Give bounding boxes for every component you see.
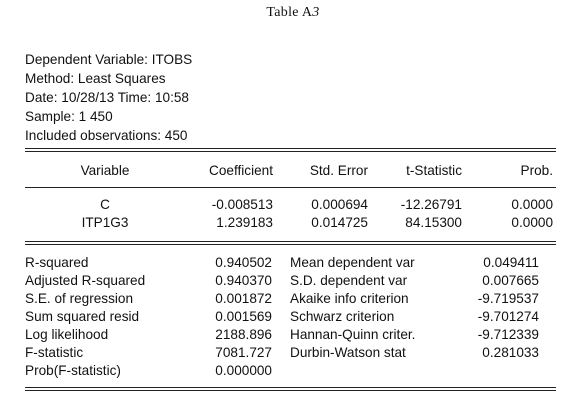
date-time: Date: 10/28/13 Time: 10:58 <box>25 90 189 105</box>
cell-t-statistic: -12.26791 <box>400 197 462 212</box>
stat-value: 2188.896 <box>215 327 272 342</box>
cell-coefficient: -0.008513 <box>211 197 273 212</box>
caption-prefix: Table A <box>266 5 313 20</box>
header-rule <box>25 187 556 188</box>
cell-prob: 0.0000 <box>511 215 553 230</box>
stat-value: 0.001569 <box>215 309 272 324</box>
stat-label: Durbin-Watson stat <box>290 345 406 360</box>
stat-label: Sum squared resid <box>25 309 140 324</box>
column-header-t-statistic: t-Statistic <box>406 163 462 178</box>
bottom-rule-1 <box>25 387 556 388</box>
stat-value: 0.281033 <box>482 345 539 360</box>
stat-label: Akaike info criterion <box>290 291 409 306</box>
stat-label: Hannan-Quinn criter. <box>290 327 416 342</box>
stat-label: S.D. dependent var <box>290 273 408 288</box>
stat-value: 0.007665 <box>482 273 539 288</box>
bottom-rule-2 <box>25 390 556 391</box>
stat-label: Mean dependent var <box>290 255 415 270</box>
stat-label: R-squared <box>25 255 89 270</box>
cell-std-error: 0.014725 <box>311 215 368 230</box>
stat-label: Schwarz criterion <box>290 309 395 324</box>
cell-variable: ITP1G3 <box>81 215 129 230</box>
included-observations: Included observations: 450 <box>25 128 188 143</box>
stat-value: -9.719537 <box>477 291 539 306</box>
mid-rule-2 <box>25 244 556 245</box>
stat-label: Adjusted R-squared <box>25 273 146 288</box>
mid-rule-1 <box>25 241 556 242</box>
cell-t-statistic: 84.15300 <box>405 215 462 230</box>
stat-value: 7081.727 <box>215 345 272 360</box>
top-rule-1 <box>25 148 556 149</box>
cell-variable: C <box>100 197 110 212</box>
stat-label: Log likelihood <box>25 327 109 342</box>
stat-value: 0.000000 <box>215 363 272 378</box>
column-header-coefficient: Coefficient <box>209 163 273 178</box>
cell-coefficient: 1.239183 <box>216 215 273 230</box>
caption-number: 3 <box>312 5 320 20</box>
column-header-std-error: Std. Error <box>309 163 368 178</box>
estimation-method: Method: Least Squares <box>25 71 166 86</box>
stat-label: S.E. of regression <box>25 291 134 306</box>
top-rule-2 <box>25 151 556 152</box>
cell-prob: 0.0000 <box>511 197 553 212</box>
table-caption: Table A3 <box>0 5 586 21</box>
column-header-prob: Prob. <box>520 163 554 178</box>
stat-value: -9.701274 <box>477 309 539 324</box>
stat-label: F-statistic <box>25 345 84 360</box>
stat-label: Prob(F-statistic) <box>25 363 121 378</box>
stat-value: 0.049411 <box>483 255 539 270</box>
stat-value: 0.940370 <box>215 273 272 288</box>
stat-value: 0.001872 <box>215 291 272 306</box>
sample-range: Sample: 1 450 <box>25 109 113 124</box>
cell-std-error: 0.000694 <box>311 197 368 212</box>
regression-metadata: Dependent Variable: ITOBS Method: Least … <box>25 50 192 145</box>
column-header-variable: Variable <box>80 163 130 178</box>
stat-value: -9.712339 <box>477 327 539 342</box>
stat-value: 0.940502 <box>215 255 272 270</box>
dependent-variable: Dependent Variable: ITOBS <box>25 52 193 67</box>
